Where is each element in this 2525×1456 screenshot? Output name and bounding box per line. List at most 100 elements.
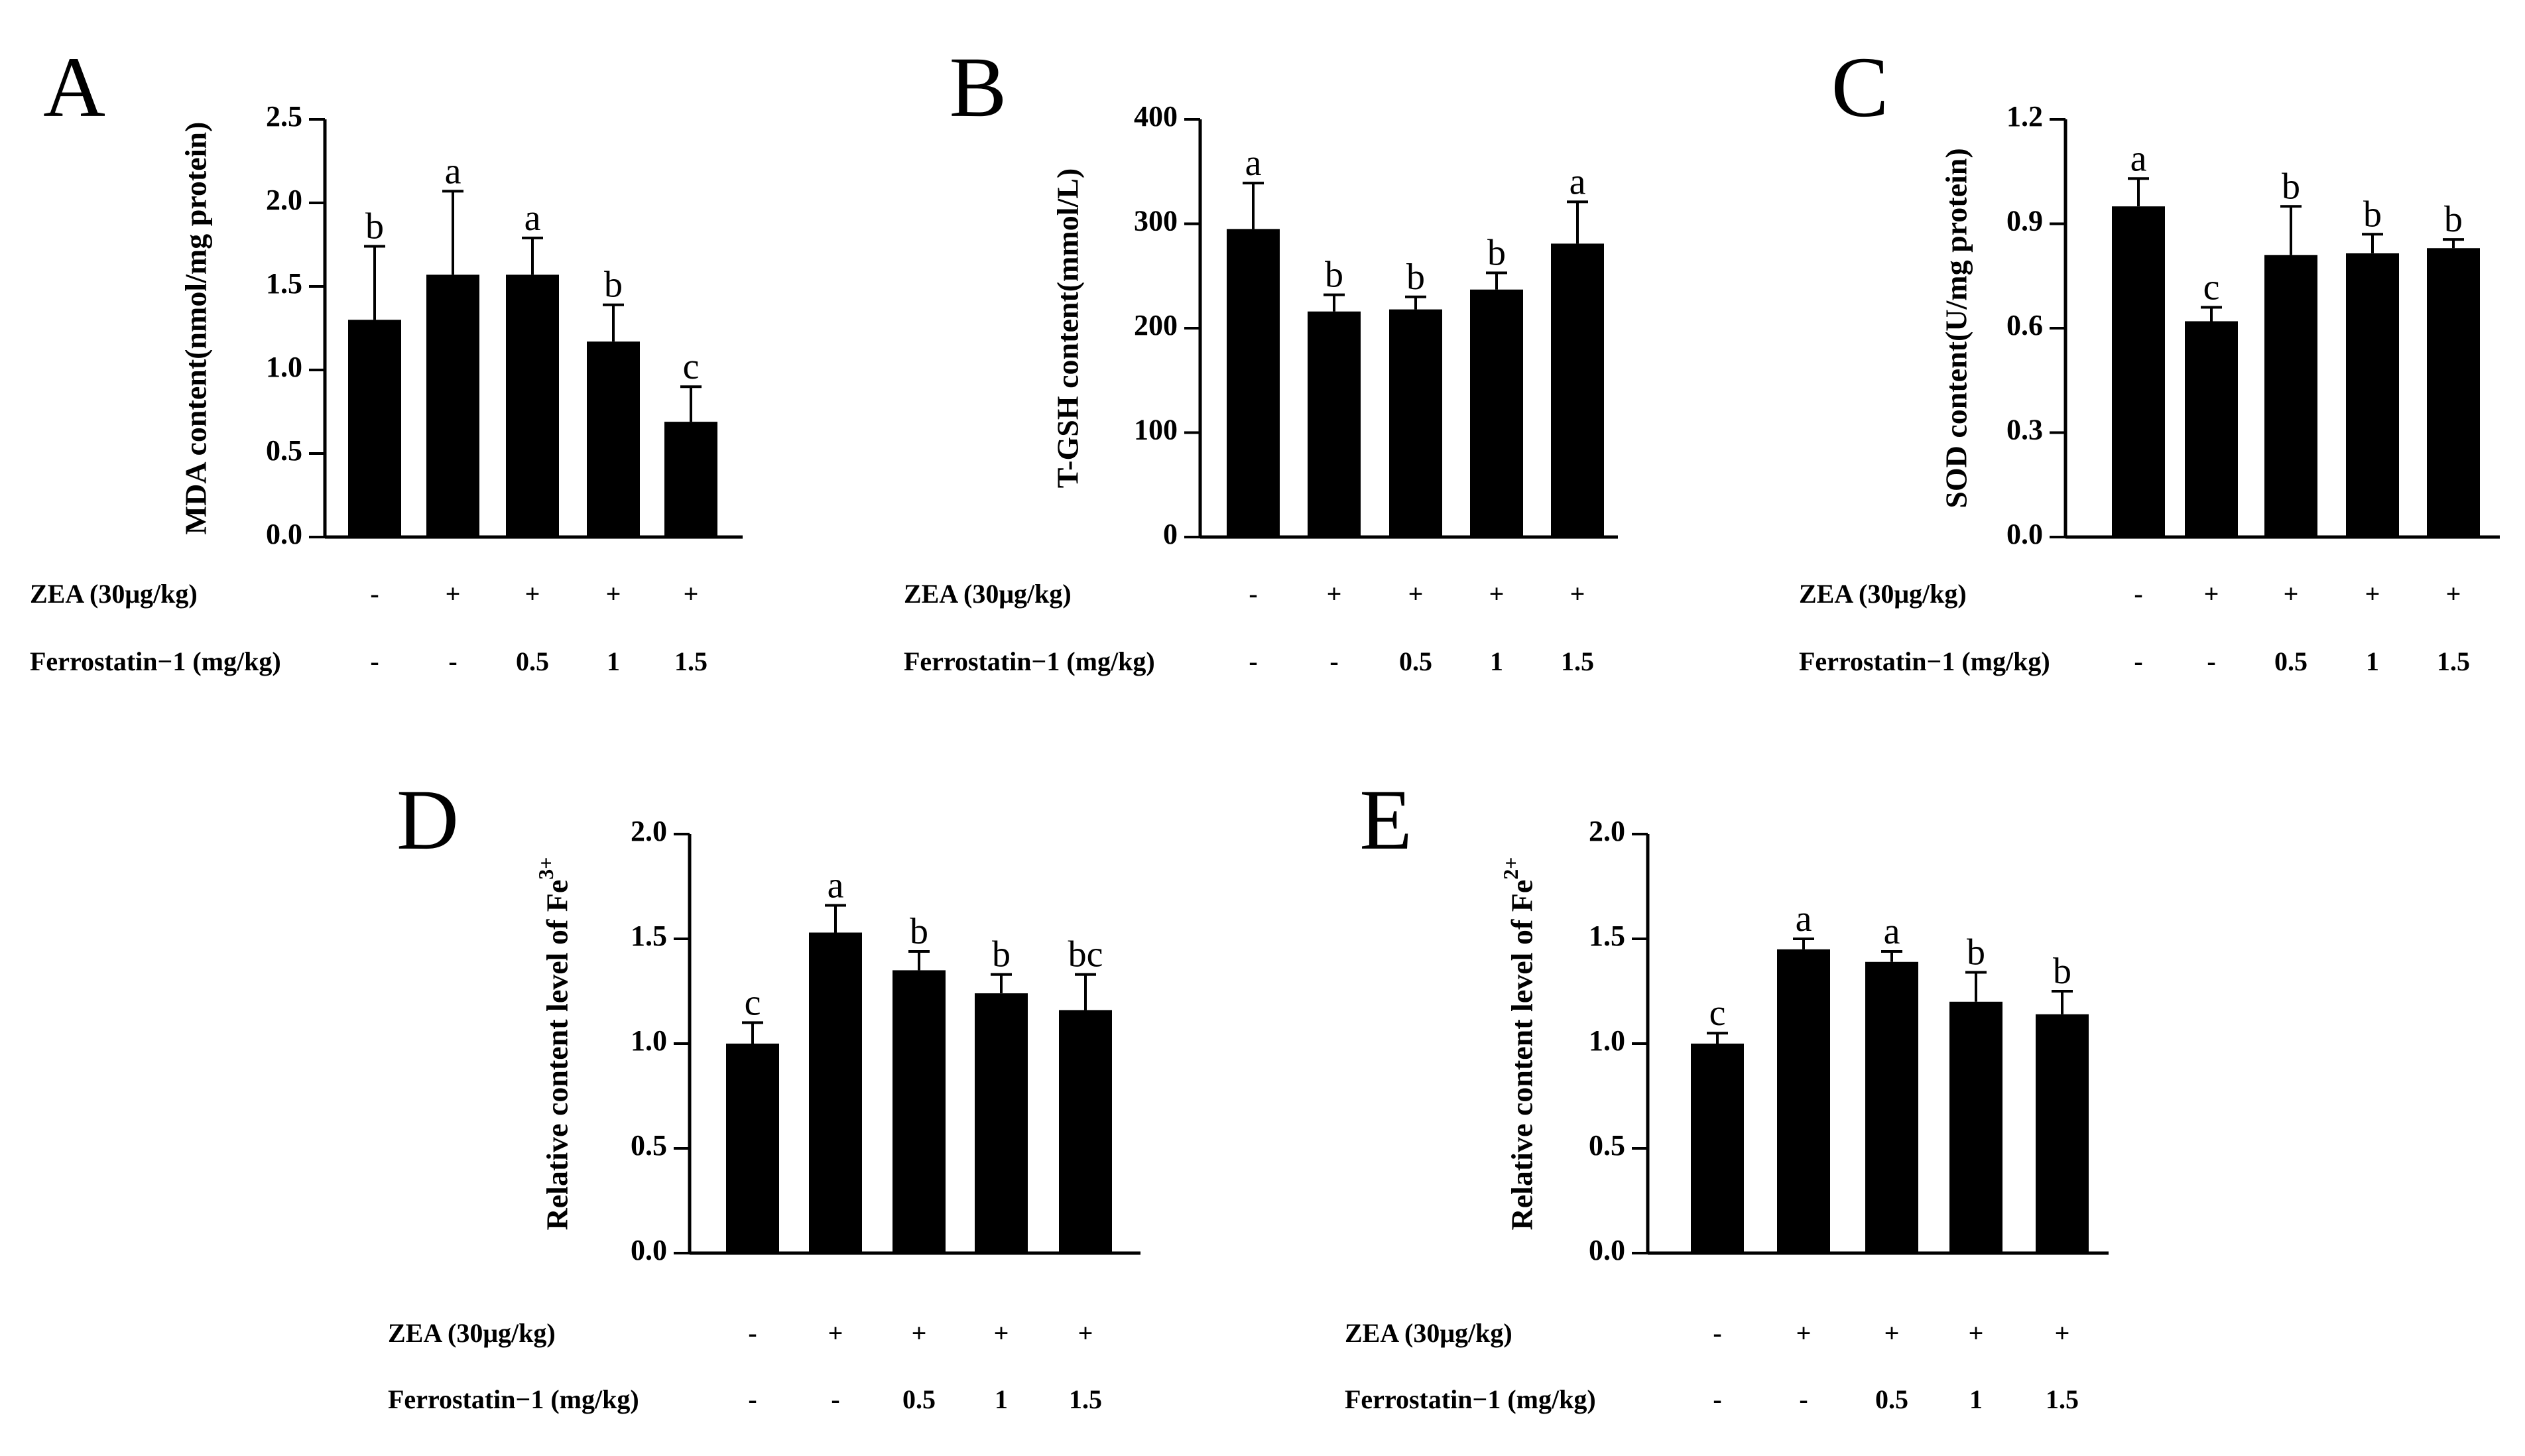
bar	[2185, 321, 2238, 537]
y-tick-label: 1.0	[1589, 1024, 1625, 1057]
treatment-row-value: +	[994, 1318, 1009, 1348]
significance-letter: a	[1245, 143, 1262, 184]
significance-letter: a	[828, 865, 844, 906]
treatment-row-value: +	[1796, 1318, 1812, 1348]
treatment-row-value: 1	[1490, 646, 1503, 676]
bar	[809, 932, 862, 1253]
treatment-row-value: +	[606, 579, 621, 609]
bar	[1551, 243, 1604, 537]
treatment-row-value: 1.5	[1069, 1384, 1102, 1414]
treatment-row-value: -	[1249, 579, 1257, 609]
bar	[726, 1044, 779, 1253]
bar	[2264, 255, 2317, 537]
significance-letter: c	[2203, 267, 2220, 308]
y-axis-title: Relative content level of Fe3+	[534, 857, 574, 1230]
treatment-row-value: 1	[1969, 1384, 1983, 1414]
treatment-row-label: Ferrostatin−1 (mg/kg)	[904, 646, 1155, 676]
treatment-row-value: -	[370, 646, 379, 676]
treatment-row-value: +	[1408, 579, 1424, 609]
treatment-row-value: +	[1570, 579, 1585, 609]
treatment-row-value: -	[831, 1384, 839, 1414]
y-tick-label: 100	[1134, 414, 1178, 446]
treatment-row-value: -	[748, 1384, 757, 1414]
significance-letter: b	[1967, 932, 1985, 973]
bar	[1227, 229, 1280, 537]
significance-letter: b	[1487, 233, 1506, 274]
bar	[587, 341, 640, 537]
bar	[1389, 309, 1442, 537]
panel-letter: A	[43, 40, 105, 135]
significance-letter: c	[745, 982, 761, 1023]
y-tick-label: 0.5	[266, 434, 302, 467]
significance-letter: a	[2130, 138, 2147, 179]
y-tick-label: 2.5	[266, 100, 302, 133]
treatment-row-value: +	[1327, 579, 1342, 609]
treatment-row-label: Ferrostatin−1 (mg/kg)	[1345, 1384, 1596, 1414]
treatment-row-value: +	[828, 1318, 843, 1348]
treatment-row-value: -	[1249, 646, 1257, 676]
y-tick-label: 1.0	[266, 351, 302, 383]
y-tick-label: 1.0	[631, 1024, 667, 1057]
treatment-row-value: -	[1799, 1384, 1808, 1414]
treatment-row-value: -	[2134, 579, 2142, 609]
treatment-row-value: +	[2284, 579, 2299, 609]
treatment-row-value: +	[2446, 579, 2461, 609]
significance-letter: a	[445, 151, 462, 192]
treatment-row-value: +	[1078, 1318, 1093, 1348]
panel-letter: B	[950, 40, 1007, 135]
significance-letter: a	[1796, 898, 1812, 940]
treatment-row-value: -	[370, 579, 379, 609]
treatment-row-value: -	[748, 1318, 757, 1348]
treatment-row-value: 1.5	[1561, 646, 1594, 676]
treatment-row-label: ZEA (30μg/kg)	[904, 579, 1072, 609]
chart-panel-c: C 0.0 0.3 0.6 0.9 1.2 SOD content(U/mg protein…	[1799, 40, 2500, 676]
panel-letter: C	[1831, 40, 1889, 135]
treatment-row-value: 1.5	[2437, 646, 2470, 676]
treatment-row-value: +	[2365, 579, 2380, 609]
treatment-row-value: -	[1329, 646, 1338, 676]
y-tick-label: 400	[1134, 100, 1178, 133]
bar	[506, 274, 559, 537]
chart-panel-a: A 0.0 0.5 1.0 1.5 2.0 2.5 MDA content(nmol/mg p…	[30, 40, 743, 676]
treatment-row-label: Ferrostatin−1 (mg/kg)	[1799, 646, 2050, 676]
treatment-row-value: -	[448, 646, 457, 676]
significance-letter: c	[1709, 993, 1726, 1034]
bar	[1059, 1010, 1112, 1253]
treatment-row-value: 1	[607, 646, 620, 676]
significance-letter: b	[604, 265, 623, 306]
treatment-row-value: +	[2055, 1318, 2070, 1348]
y-tick-label: 0	[1163, 518, 1178, 550]
bar	[1308, 311, 1361, 537]
treatment-row-value: 0.5	[2274, 646, 2308, 676]
bar	[1691, 1044, 1744, 1253]
bar	[975, 993, 1028, 1253]
y-tick-label: 0.0	[266, 518, 302, 550]
treatment-row-value: +	[2204, 579, 2219, 609]
treatment-row-value: -	[2134, 646, 2142, 676]
significance-letter: bc	[1068, 934, 1103, 975]
treatment-row-value: 0.5	[516, 646, 549, 676]
y-tick-label: 2.0	[266, 184, 302, 216]
bar	[2427, 248, 2480, 537]
treatment-row-value: +	[1969, 1318, 1984, 1348]
treatment-row-value: +	[684, 579, 699, 609]
treatment-row-label: ZEA (30μg/kg)	[1799, 579, 1967, 609]
significance-letter: b	[2444, 199, 2463, 240]
treatment-row-value: -	[1713, 1318, 1721, 1348]
significance-letter: b	[910, 911, 928, 952]
chart-panel-e: E 0.0 0.5 1.0 1.5 2.0 Relative content level o…	[1345, 772, 2109, 1414]
y-axis-title: MDA content(nmol/mg protein)	[179, 122, 213, 535]
significance-letter: b	[2282, 166, 2300, 207]
bar	[1949, 1001, 2002, 1253]
treatment-row-value: 0.5	[1875, 1384, 1908, 1414]
bar	[1865, 961, 1918, 1253]
treatment-row-label: ZEA (30μg/kg)	[388, 1318, 556, 1348]
y-tick-label: 0.5	[631, 1129, 667, 1162]
y-tick-label: 1.5	[266, 267, 302, 300]
bar	[1470, 289, 1523, 537]
bar	[893, 970, 946, 1253]
y-tick-label: 0.6	[2006, 309, 2043, 341]
y-tick-label: 2.0	[631, 815, 667, 847]
treatment-row-value: 1.5	[2046, 1384, 2079, 1414]
